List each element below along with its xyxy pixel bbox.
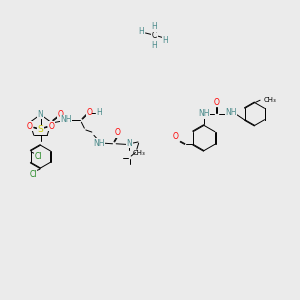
Text: N: N [127, 139, 132, 148]
Text: Cl: Cl [29, 169, 37, 178]
Text: H: H [162, 36, 168, 45]
Text: O: O [86, 108, 92, 117]
Text: N: N [38, 110, 44, 119]
Text: H: H [152, 22, 158, 32]
Text: NH: NH [61, 115, 72, 124]
Text: H: H [152, 40, 158, 50]
Text: O: O [57, 110, 63, 119]
Text: CH₃: CH₃ [264, 97, 277, 103]
Text: H: H [96, 108, 102, 117]
Text: C: C [152, 32, 157, 40]
Text: S: S [38, 125, 44, 134]
Text: CH₃: CH₃ [132, 150, 145, 156]
Text: O: O [173, 132, 178, 141]
Text: Cl: Cl [34, 152, 42, 161]
Text: NH: NH [94, 139, 105, 148]
Text: O: O [48, 122, 54, 130]
Text: NH: NH [198, 110, 210, 118]
Text: O: O [214, 98, 220, 107]
Text: O: O [27, 122, 33, 130]
Text: O: O [114, 128, 120, 137]
Text: NH: NH [225, 108, 236, 117]
Text: H: H [138, 27, 144, 36]
